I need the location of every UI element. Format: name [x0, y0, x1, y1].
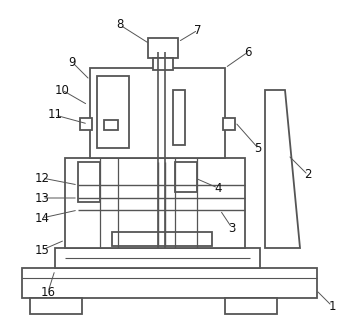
Bar: [104, 120, 118, 130]
Text: 16: 16: [41, 286, 56, 299]
Bar: [90, 68, 225, 158]
Text: 13: 13: [35, 191, 49, 204]
Bar: [223, 118, 235, 130]
Text: 1: 1: [328, 300, 336, 313]
Bar: [148, 38, 178, 58]
Text: 11: 11: [48, 109, 63, 122]
Text: 3: 3: [228, 221, 236, 234]
Text: 14: 14: [35, 212, 49, 225]
Bar: [55, 248, 260, 268]
Text: 5: 5: [254, 141, 262, 155]
Text: 6: 6: [244, 46, 252, 58]
Bar: [153, 58, 173, 70]
Bar: [175, 162, 197, 192]
Bar: [173, 90, 185, 145]
Bar: [97, 76, 129, 148]
Text: 12: 12: [35, 171, 49, 185]
Bar: [80, 118, 92, 130]
Text: 4: 4: [214, 182, 222, 195]
Bar: [78, 162, 100, 202]
Bar: [65, 158, 245, 248]
Text: 8: 8: [116, 19, 124, 32]
Text: 9: 9: [68, 55, 76, 68]
Text: 2: 2: [304, 169, 312, 182]
Bar: [112, 232, 212, 246]
Text: 7: 7: [194, 23, 202, 37]
Polygon shape: [265, 90, 300, 248]
Text: 15: 15: [35, 244, 49, 257]
Bar: [30, 298, 82, 314]
Bar: [22, 268, 317, 298]
Text: 10: 10: [55, 83, 69, 96]
Bar: [225, 298, 277, 314]
